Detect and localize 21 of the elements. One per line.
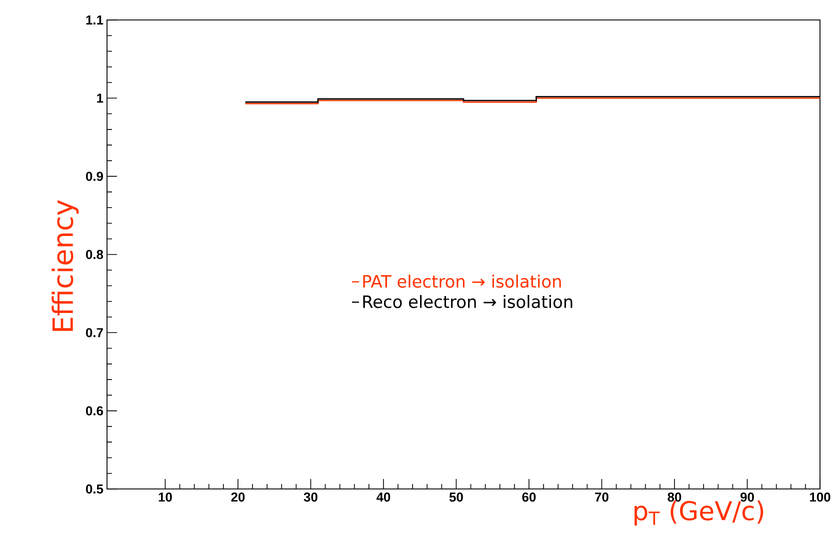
y-axis-title: Efficiency — [52, 200, 79, 331]
y-tick-label: 1.1 — [86, 16, 104, 24]
y-tick-label: 0.7 — [86, 328, 103, 338]
x-axis-title: p$_{T}$ (GeV/c) — [634, 500, 764, 526]
legend-label: PAT electron → isolation — [363, 274, 561, 288]
x-tick-label: 70 — [595, 492, 608, 502]
x-tick-label: 90 — [740, 492, 754, 502]
x-tick-label: 80 — [668, 492, 682, 502]
x-tick-label: 10 — [158, 492, 172, 502]
x-tick-label: 100 — [810, 492, 830, 502]
x-tick-label: 60 — [522, 492, 536, 502]
x-tick-label: 50 — [449, 492, 463, 502]
y-tick-label: 0.6 — [86, 406, 104, 416]
y-tick-label: 1 — [97, 94, 104, 103]
x-tick-label: 30 — [304, 492, 318, 502]
y-tick-label: 0.5 — [86, 484, 104, 494]
y-tick-label: 0.8 — [86, 250, 104, 260]
x-tick-label: 20 — [231, 492, 245, 502]
y-tick-label: 0.9 — [86, 172, 104, 181]
legend-label: Reco electron → isolation — [363, 294, 572, 308]
x-tick-label: 40 — [376, 492, 390, 502]
